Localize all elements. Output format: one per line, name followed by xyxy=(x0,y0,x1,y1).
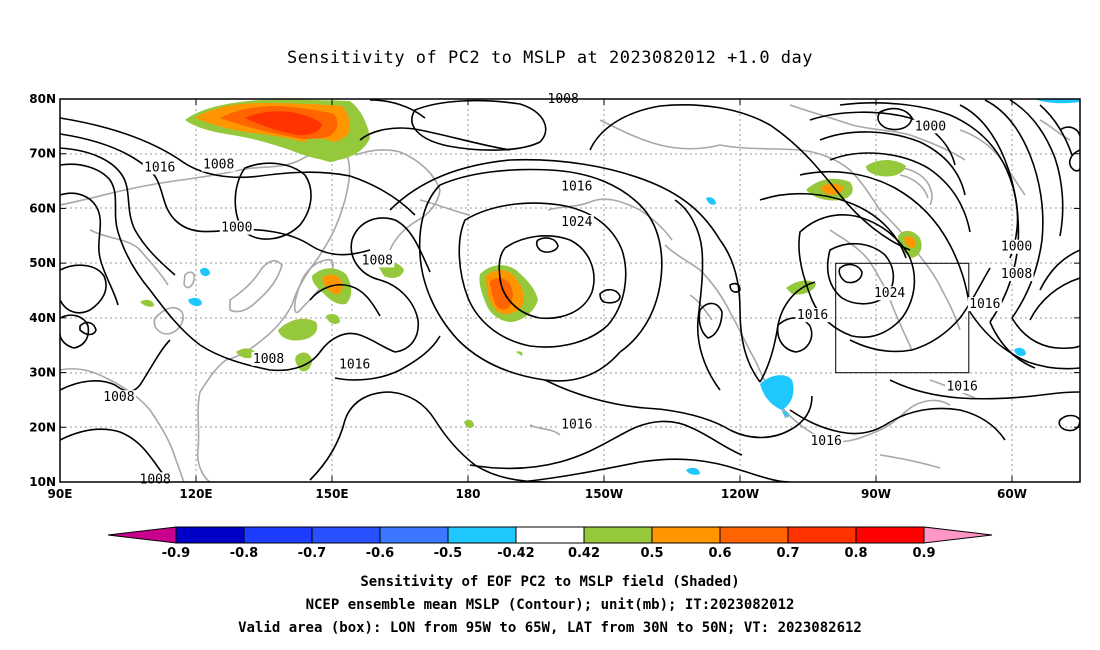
contour-label-bg xyxy=(967,297,1002,312)
colorbar-label: -0.9 xyxy=(162,546,190,561)
contour-label-bg xyxy=(201,157,236,172)
colorbar-label: 0.42 xyxy=(568,546,600,561)
contour-label-bg xyxy=(142,160,177,175)
colorbar-swatch xyxy=(107,526,177,544)
latitude-axis: 80N 70N 60N 50N 40N 30N 20N 10N xyxy=(29,92,1080,489)
contour-label-bg xyxy=(559,215,594,230)
colorbar-label: 0.6 xyxy=(708,546,731,561)
colorbar-swatch xyxy=(719,526,789,544)
contour-label-bg xyxy=(138,472,173,487)
colorbar-label: 0.5 xyxy=(640,546,663,561)
contour-label: 1016 xyxy=(946,379,977,394)
mslp-contours xyxy=(60,99,1080,482)
colorbar-swatch xyxy=(311,526,381,544)
contour-label-bg xyxy=(945,379,980,394)
lon-tick-label: 120E xyxy=(179,487,212,501)
colorbar-swatch xyxy=(855,526,925,544)
contour-label-bg xyxy=(337,357,372,372)
colorbar-swatch xyxy=(651,526,721,544)
contour-label: 1008 xyxy=(103,390,134,405)
contour-label: 1000 xyxy=(221,221,252,236)
contour-label-bg xyxy=(795,308,830,323)
caption-contour: NCEP ensemble mean MSLP (Contour); unit(… xyxy=(305,597,795,613)
lat-tick-label: 70N xyxy=(29,147,56,161)
negative-sensitivity-region xyxy=(760,375,794,410)
map-border xyxy=(59,98,1081,483)
sensitivity-shading xyxy=(140,99,1080,475)
lat-tick-label: 10N xyxy=(29,475,56,489)
lon-tick-label: 60W xyxy=(997,487,1027,501)
contour-label-bg xyxy=(809,433,844,448)
lon-tick-label: 180 xyxy=(455,487,480,501)
contour-label: 1024 xyxy=(874,286,905,301)
contour-label: 1016 xyxy=(797,308,828,323)
map-title: Sensitivity of PC2 to MSLP at 2023082012… xyxy=(286,48,813,68)
caption-shading: Sensitivity of EOF PC2 to MSLP field (Sh… xyxy=(360,574,740,590)
lon-tick-label: 150E xyxy=(315,487,348,501)
contour-label: 1016 xyxy=(561,418,592,433)
colorbar-swatch xyxy=(923,526,993,544)
contour-label: 1024 xyxy=(561,215,592,230)
contour-label: 1000 xyxy=(915,119,946,134)
lat-tick-label: 20N xyxy=(29,420,56,434)
lat-tick-label: 30N xyxy=(29,366,56,380)
contour-label: 1008 xyxy=(362,253,393,268)
contour-label-bg xyxy=(219,220,254,235)
contour-label-bg xyxy=(999,239,1034,254)
colorbar-label: -0.8 xyxy=(230,546,258,561)
contour-label: 1016 xyxy=(561,180,592,195)
caption-valid-area: Valid area (box): LON from 95W to 65W, L… xyxy=(238,620,862,636)
contour-label: 1016 xyxy=(810,434,841,449)
colorbar-label: -0.6 xyxy=(366,546,394,561)
contour-label: 1008 xyxy=(1001,267,1032,282)
lon-tick-label: 90E xyxy=(48,487,73,501)
colorbar-label: 0.9 xyxy=(912,546,935,561)
lat-tick-label: 50N xyxy=(29,256,56,270)
colorbar-label: -0.7 xyxy=(298,546,326,561)
contour-label: 1008 xyxy=(140,472,171,487)
colorbar-swatch xyxy=(515,526,585,544)
contour-label-bg xyxy=(872,286,907,301)
colorbar: -0.9 -0.8 -0.7 -0.6 -0.5 -0.42 0.42 0.5 0.6 0.7 0.… xyxy=(107,526,993,561)
lon-tick-label: 90W xyxy=(861,487,891,501)
contour-label-bg xyxy=(360,253,395,268)
colorbar-swatch xyxy=(787,526,857,544)
colorbar-swatch xyxy=(379,526,449,544)
contour-label: 1000 xyxy=(1001,240,1032,255)
colorbar-swatch xyxy=(243,526,313,544)
lon-tick-label: 120W xyxy=(721,487,759,501)
contour-label: 1008 xyxy=(253,352,284,367)
valid-area-box xyxy=(835,262,970,374)
colorbar-swatch xyxy=(447,526,517,544)
contour-label-bg xyxy=(559,179,594,194)
colorbar-label: 0.7 xyxy=(776,546,799,561)
contour-label: 1008 xyxy=(203,158,234,173)
colorbar-label: -0.42 xyxy=(497,546,534,561)
longitude-axis: 90E 120E 150E 180 150W 120W 90W 60W xyxy=(48,99,1027,501)
lon-tick-label: 150W xyxy=(585,487,623,501)
contour-label: 1016 xyxy=(144,160,175,175)
colorbar-label: 0.8 xyxy=(844,546,867,561)
contour-label-bg xyxy=(999,267,1034,282)
lat-tick-label: 40N xyxy=(29,311,56,325)
lat-tick-label: 80N xyxy=(29,92,56,106)
contour-label-bg xyxy=(101,390,136,405)
colorbar-swatch xyxy=(175,526,245,544)
contour-label-bg xyxy=(559,417,594,432)
colorbar-swatch xyxy=(583,526,653,544)
lat-tick-label: 60N xyxy=(29,201,56,215)
contour-label: 1016 xyxy=(339,357,370,372)
contour-label-bg xyxy=(251,351,286,366)
colorbar-label: -0.5 xyxy=(434,546,462,561)
contour-label: 1016 xyxy=(969,297,1000,312)
contour-label-bg xyxy=(913,119,948,134)
